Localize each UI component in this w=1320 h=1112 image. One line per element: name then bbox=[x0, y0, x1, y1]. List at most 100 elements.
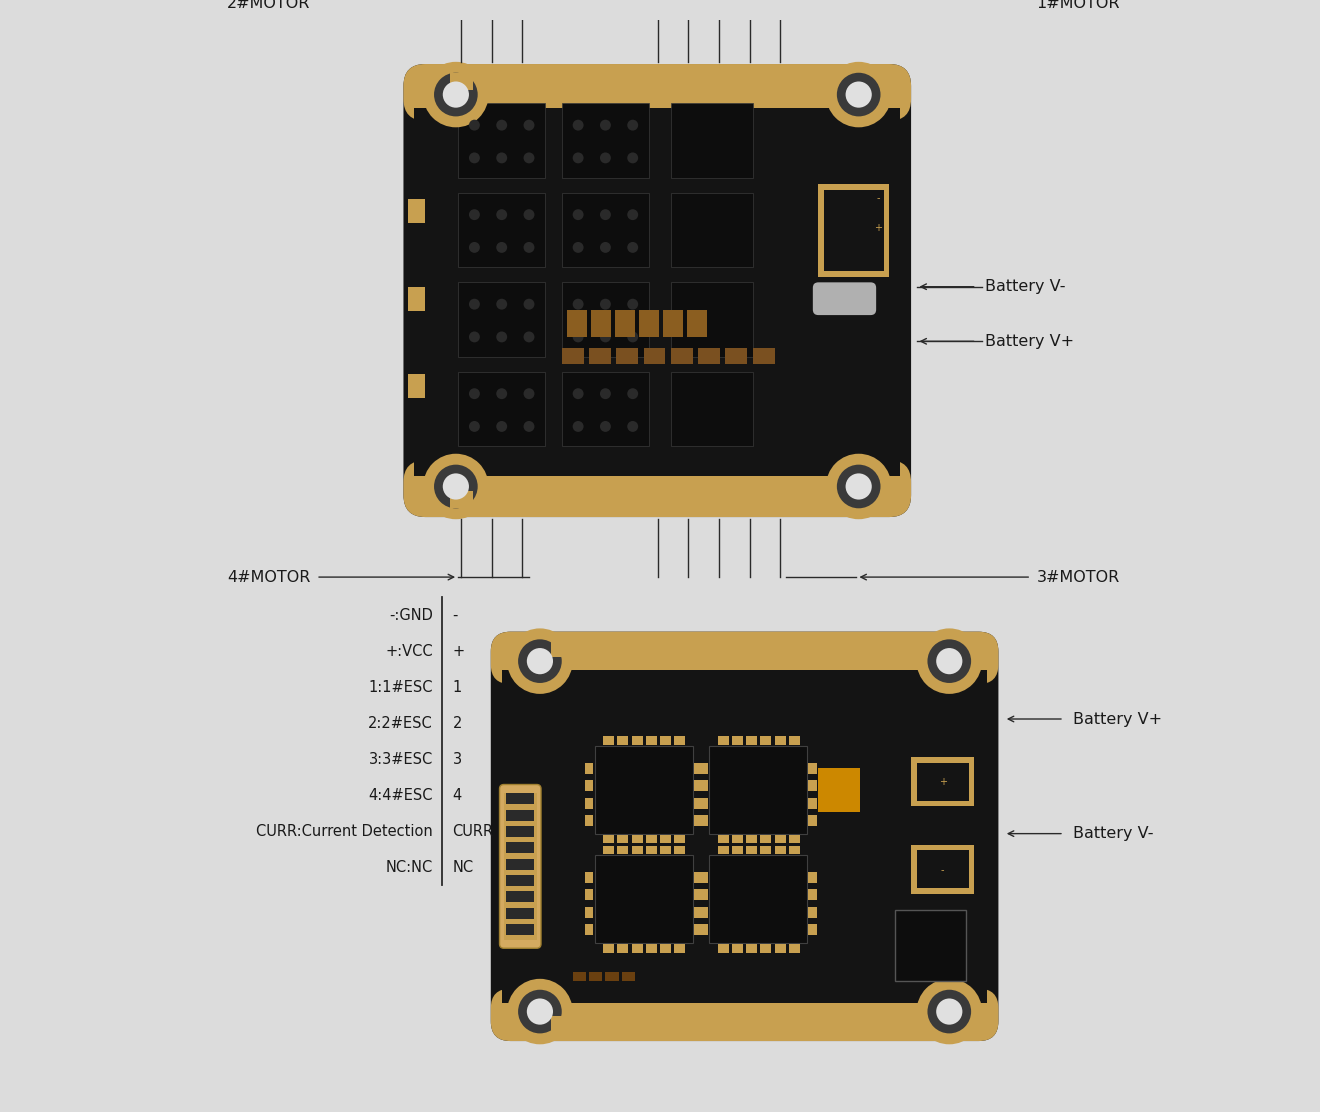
Bar bbox=[589, 972, 602, 981]
Bar bbox=[655, 642, 676, 657]
Bar bbox=[738, 490, 760, 508]
Circle shape bbox=[524, 152, 535, 163]
Bar bbox=[506, 907, 535, 919]
Bar bbox=[675, 944, 685, 953]
Bar bbox=[645, 845, 657, 854]
Circle shape bbox=[601, 299, 611, 309]
Bar bbox=[677, 72, 700, 90]
Bar bbox=[748, 1016, 768, 1031]
Circle shape bbox=[524, 421, 535, 431]
Bar bbox=[480, 490, 503, 508]
Text: 1: 1 bbox=[453, 679, 462, 695]
Circle shape bbox=[627, 299, 638, 309]
Bar bbox=[573, 972, 586, 981]
Text: 3#MOTOR: 3#MOTOR bbox=[1036, 569, 1119, 585]
Bar bbox=[631, 845, 643, 854]
Bar bbox=[502, 669, 987, 1003]
Bar bbox=[694, 781, 702, 791]
Bar bbox=[718, 835, 729, 844]
Circle shape bbox=[627, 152, 638, 163]
Circle shape bbox=[573, 331, 583, 342]
Bar bbox=[718, 736, 729, 745]
Text: NC: NC bbox=[453, 860, 474, 875]
Bar bbox=[916, 763, 969, 801]
Circle shape bbox=[527, 999, 553, 1024]
Circle shape bbox=[469, 388, 480, 399]
Bar bbox=[480, 72, 503, 90]
Circle shape bbox=[469, 331, 480, 342]
Bar bbox=[808, 763, 817, 774]
Bar bbox=[726, 348, 747, 365]
Bar bbox=[911, 844, 974, 894]
Bar bbox=[700, 797, 708, 808]
Bar bbox=[710, 1016, 730, 1031]
Bar bbox=[506, 810, 535, 821]
Bar bbox=[698, 348, 719, 365]
Bar bbox=[675, 845, 685, 854]
Bar bbox=[694, 924, 702, 935]
Circle shape bbox=[496, 388, 507, 399]
Bar bbox=[700, 781, 708, 791]
Bar bbox=[631, 736, 643, 745]
Circle shape bbox=[507, 979, 573, 1044]
Bar bbox=[639, 309, 659, 337]
Bar bbox=[682, 1016, 704, 1031]
Circle shape bbox=[627, 331, 638, 342]
Circle shape bbox=[469, 209, 480, 220]
Bar bbox=[700, 763, 708, 774]
Bar bbox=[748, 642, 768, 657]
Bar bbox=[818, 768, 859, 812]
Bar bbox=[718, 944, 729, 953]
Circle shape bbox=[524, 209, 535, 220]
Text: 4:4#ESC: 4:4#ESC bbox=[368, 788, 433, 803]
Bar bbox=[746, 944, 758, 953]
Bar bbox=[647, 72, 669, 90]
Bar bbox=[603, 736, 614, 745]
Bar bbox=[775, 835, 785, 844]
Bar bbox=[644, 348, 665, 365]
Bar bbox=[911, 757, 974, 806]
Bar bbox=[578, 642, 599, 657]
FancyBboxPatch shape bbox=[491, 632, 998, 684]
Circle shape bbox=[517, 990, 562, 1033]
Circle shape bbox=[469, 120, 480, 130]
FancyBboxPatch shape bbox=[491, 632, 998, 1041]
Circle shape bbox=[434, 465, 478, 508]
Bar bbox=[846, 642, 867, 657]
Circle shape bbox=[424, 62, 488, 128]
Text: 1#MOTOR: 1#MOTOR bbox=[1036, 0, 1121, 11]
Bar bbox=[616, 348, 638, 365]
Bar bbox=[775, 736, 785, 745]
Bar bbox=[506, 892, 535, 903]
Text: 2: 2 bbox=[453, 716, 462, 731]
Text: Battery V-: Battery V- bbox=[985, 279, 1065, 295]
Circle shape bbox=[601, 209, 611, 220]
Circle shape bbox=[524, 388, 535, 399]
Circle shape bbox=[469, 242, 480, 252]
Bar bbox=[578, 1016, 599, 1031]
Bar bbox=[408, 374, 425, 398]
Bar bbox=[808, 872, 817, 883]
Text: -:GND: -:GND bbox=[389, 608, 433, 623]
Circle shape bbox=[627, 120, 638, 130]
Bar bbox=[760, 845, 771, 854]
Bar bbox=[414, 108, 900, 476]
Circle shape bbox=[524, 120, 535, 130]
Bar bbox=[618, 835, 628, 844]
Bar bbox=[824, 189, 884, 271]
Bar bbox=[647, 490, 669, 508]
Circle shape bbox=[601, 152, 611, 163]
Bar bbox=[671, 192, 752, 267]
Bar bbox=[760, 835, 771, 844]
Bar bbox=[618, 736, 628, 745]
Bar bbox=[660, 835, 671, 844]
Bar bbox=[700, 906, 708, 917]
Bar bbox=[458, 371, 545, 446]
Bar bbox=[618, 845, 628, 854]
Bar bbox=[671, 103, 752, 178]
Bar bbox=[675, 835, 685, 844]
Bar bbox=[775, 845, 785, 854]
Circle shape bbox=[573, 242, 583, 252]
Bar bbox=[506, 826, 535, 837]
Bar bbox=[733, 944, 743, 953]
